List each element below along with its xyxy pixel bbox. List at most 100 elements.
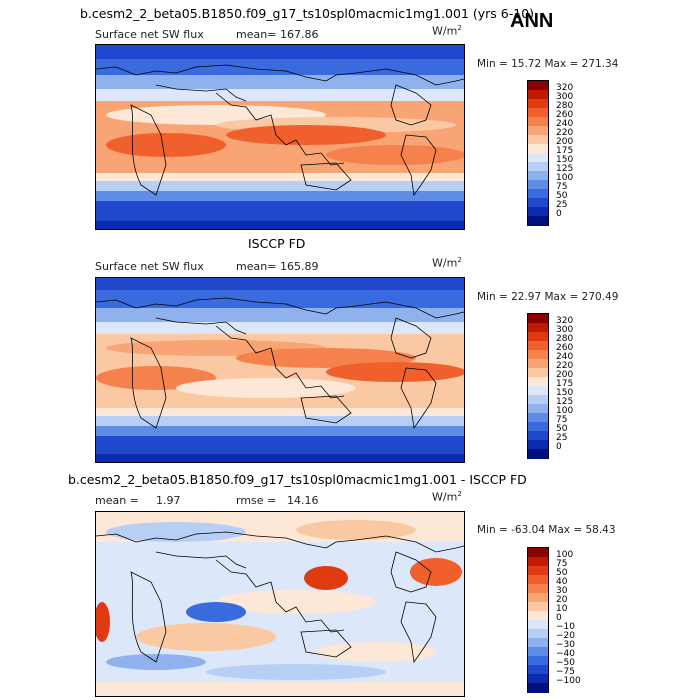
- colorbar-segment: [528, 557, 548, 567]
- colorbar-segment: [528, 611, 548, 621]
- tick: 300: [556, 92, 574, 102]
- tick: 260: [556, 343, 574, 353]
- panel1-minmax: Min = 15.72 Max = 271.34: [477, 58, 619, 70]
- tick: 30: [556, 586, 568, 596]
- tick: −40: [556, 649, 575, 659]
- panel3-colorbar: [527, 547, 549, 693]
- panel2-mean-value: 165.89: [280, 260, 319, 273]
- colorbar-segment: [528, 593, 548, 603]
- tick: 100: [556, 173, 574, 183]
- tick: 20: [556, 595, 568, 605]
- colorbar-segment: [528, 126, 548, 136]
- colorbar-segment: [528, 431, 548, 441]
- colorbar-segment: [528, 422, 548, 432]
- panel3-minmax: Min = -63.04 Max = 58.43: [477, 524, 616, 536]
- colorbar-segment: [528, 117, 548, 127]
- colorbar-segment: [528, 198, 548, 208]
- tick: 100: [556, 550, 574, 560]
- colorbar-segment: [528, 216, 548, 226]
- panel1-mean-value: 167.86: [280, 28, 319, 41]
- tick: 280: [556, 101, 574, 111]
- tick: 280: [556, 334, 574, 344]
- colorbar-segment: [528, 584, 548, 594]
- tick: 25: [556, 200, 568, 210]
- colorbar-segment: [528, 413, 548, 423]
- panel1-colorbar: [527, 80, 549, 226]
- colorbar-segment: [528, 359, 548, 369]
- tick: 220: [556, 361, 574, 371]
- colorbar-segment: [528, 440, 548, 450]
- tick: 50: [556, 191, 568, 201]
- panel2-variable: Surface net SW flux: [95, 260, 204, 273]
- panel2-mean-label: mean=: [236, 260, 277, 273]
- colorbar-segment: [528, 638, 548, 648]
- colorbar-segment: [528, 180, 548, 190]
- colorbar-segment: [528, 386, 548, 396]
- tick: 175: [556, 146, 574, 156]
- tick: 0: [556, 209, 562, 219]
- tick: 75: [556, 182, 568, 192]
- tick: 40: [556, 577, 568, 587]
- colorbar-segment: [528, 207, 548, 217]
- panel3-rmse-value: 14.16: [287, 494, 319, 507]
- colorbar-segment: [528, 368, 548, 378]
- tick: −30: [556, 640, 575, 650]
- colorbar-segment: [528, 323, 548, 333]
- panel1-title: b.cesm2_2_beta05.B1850.f09_g17_ts10spl0m…: [80, 6, 535, 21]
- panel1-mean-label: mean=: [236, 28, 277, 41]
- tick: 100: [556, 406, 574, 416]
- tick: 320: [556, 83, 574, 93]
- tick: −10: [556, 622, 575, 632]
- season-label: ANN: [510, 10, 554, 32]
- colorbar-segment: [528, 189, 548, 199]
- tick: 75: [556, 559, 568, 569]
- tick: 150: [556, 155, 574, 165]
- colorbar-segment: [528, 449, 548, 459]
- colorbar-segment: [528, 162, 548, 172]
- tick: 10: [556, 604, 568, 614]
- tick: 25: [556, 433, 568, 443]
- tick: 200: [556, 370, 574, 380]
- colorbar-segment: [528, 99, 548, 109]
- tick: 0: [556, 613, 562, 623]
- tick: 240: [556, 352, 574, 362]
- tick: 175: [556, 379, 574, 389]
- colorbar-segment: [528, 341, 548, 351]
- tick: 125: [556, 397, 574, 407]
- tick: 0: [556, 442, 562, 452]
- colorbar-segment: [528, 683, 548, 693]
- tick: 260: [556, 110, 574, 120]
- tick: 50: [556, 568, 568, 578]
- tick: 240: [556, 119, 574, 129]
- colorbar-segment: [528, 620, 548, 630]
- colorbar-segment: [528, 602, 548, 612]
- tick: −75: [556, 667, 575, 677]
- panel3-map: [95, 511, 465, 697]
- tick: 300: [556, 325, 574, 335]
- panel3-rmse-label: rmse =: [236, 494, 277, 507]
- colorbar-segment: [528, 144, 548, 154]
- colorbar-segment: [528, 575, 548, 585]
- panel3-mean-value: 1.97: [156, 494, 181, 507]
- colorbar-segment: [528, 404, 548, 414]
- colorbar-segment: [528, 647, 548, 657]
- panel3-title: b.cesm2_2_beta05.B1850.f09_g17_ts10spl0m…: [68, 472, 527, 487]
- tick: 220: [556, 128, 574, 138]
- colorbar-segment: [528, 566, 548, 576]
- colorbar-segment: [528, 108, 548, 118]
- colorbar-segment: [528, 350, 548, 360]
- colorbar-segment: [528, 629, 548, 639]
- colorbar-segment: [528, 171, 548, 181]
- colorbar-segment: [528, 656, 548, 666]
- colorbar-segment: [528, 153, 548, 163]
- colorbar-segment: [528, 548, 548, 558]
- tick: 320: [556, 316, 574, 326]
- tick: −20: [556, 631, 575, 641]
- tick: 125: [556, 164, 574, 174]
- colorbar-segment: [528, 81, 548, 91]
- panel2-units: W/m2: [432, 256, 462, 270]
- colorbar-segment: [528, 90, 548, 100]
- panel2-title: ISCCP FD: [248, 236, 306, 251]
- colorbar-segment: [528, 665, 548, 675]
- panel1-variable: Surface net SW flux: [95, 28, 204, 41]
